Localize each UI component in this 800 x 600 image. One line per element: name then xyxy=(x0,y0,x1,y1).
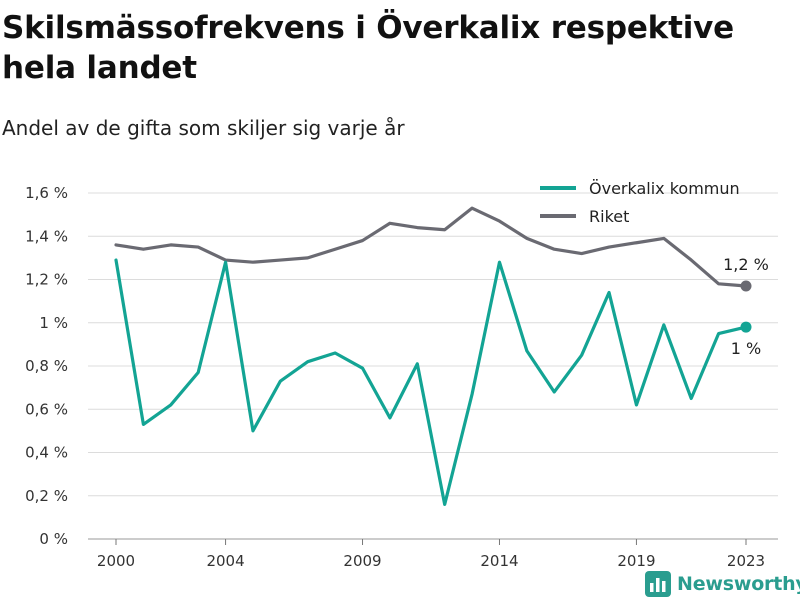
y-tick-label: 0,4 % xyxy=(25,444,68,462)
y-tick-label: 1,4 % xyxy=(25,227,68,245)
y-tick-label: 1,2 % xyxy=(25,271,68,289)
series-line-overkalix xyxy=(114,258,748,506)
y-tick-label: 0,2 % xyxy=(25,487,68,505)
y-grid xyxy=(88,192,778,540)
newsworthy-logo-icon xyxy=(645,571,671,597)
x-tick-label: 2004 xyxy=(206,552,244,570)
x-axis: 2000 2004 2009 2014 2019 2023 xyxy=(97,539,765,570)
x-tick-label: 2019 xyxy=(617,552,655,570)
end-label-riket: 1,2 % xyxy=(723,255,769,274)
x-tick-label: 2014 xyxy=(480,552,518,570)
end-labels: 1,2 % 1 % xyxy=(723,255,769,358)
end-point-overkalix xyxy=(740,321,752,333)
brand-name: Newsworthy xyxy=(677,573,800,595)
y-tick-label: 0,8 % xyxy=(25,357,68,375)
legend: Överkalix kommun Riket xyxy=(540,179,740,226)
y-tick-label: 0 % xyxy=(39,530,68,548)
y-tick-label: 1 % xyxy=(39,314,68,332)
legend-label: Överkalix kommun xyxy=(589,179,740,198)
end-point-riket xyxy=(740,280,752,292)
end-label-overkalix: 1 % xyxy=(731,339,761,358)
y-tick-label: 0,6 % xyxy=(25,400,68,418)
x-tick-label: 2023 xyxy=(727,552,765,570)
x-tick-label: 2009 xyxy=(343,552,381,570)
chart-title: Skilsmässofrekvens i Överkalix respektiv… xyxy=(2,10,734,86)
legend-label: Riket xyxy=(589,207,629,226)
y-tick-label: 1,6 % xyxy=(25,184,68,202)
series-lines xyxy=(114,206,748,506)
newsworthy-logo: Newsworthy xyxy=(645,570,800,598)
chart-subtitle: Andel av de gifta som skiljer sig varje … xyxy=(2,116,405,140)
y-axis: 0 % 0,2 % 0,4 % 0,6 % 0,8 % 1 % 1,2 % 1,4 % 1,6 … xyxy=(25,184,68,548)
series-line-riket xyxy=(114,206,748,288)
x-tick-label: 2000 xyxy=(97,552,135,570)
